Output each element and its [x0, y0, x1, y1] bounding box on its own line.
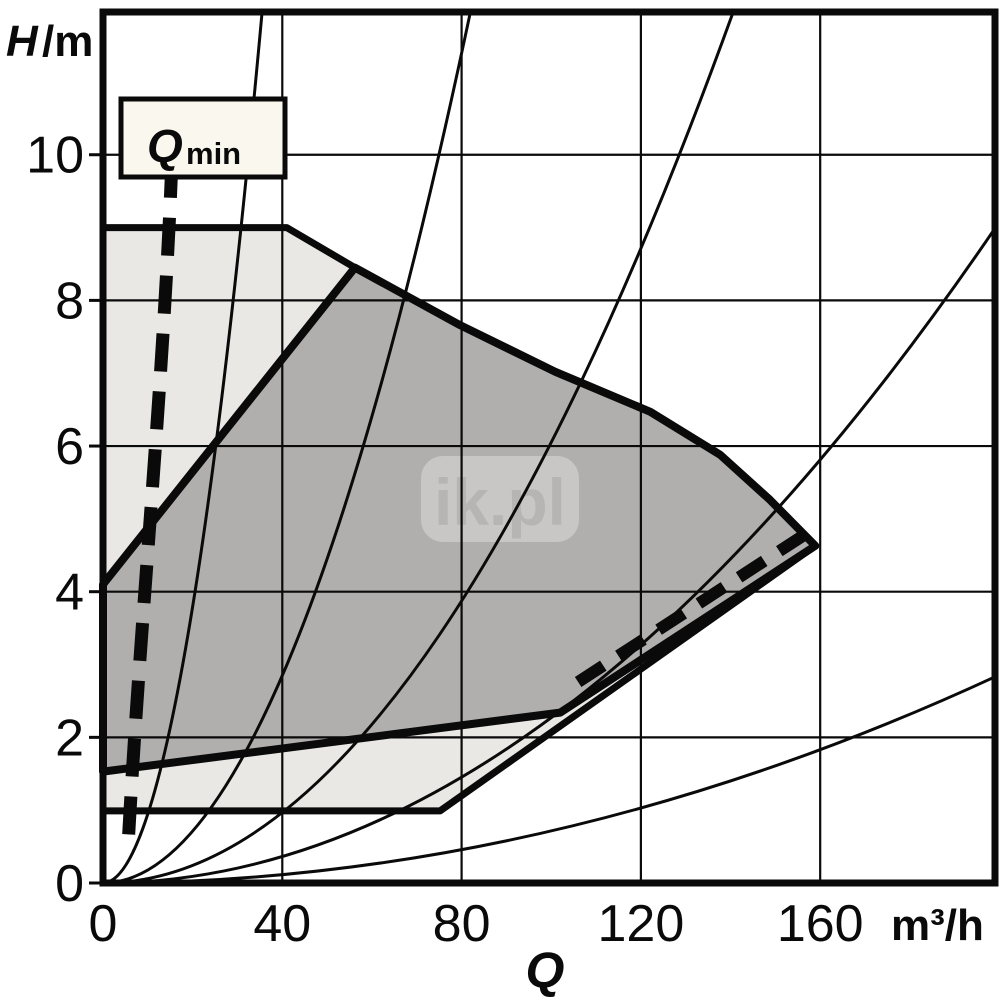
system-curve — [102, 11, 472, 885]
qmin-label-box — [118, 96, 288, 180]
x-tick-labels: 0 40 80 120 160 — [89, 895, 864, 953]
y-tick-label: 2 — [55, 709, 84, 767]
region-outlines — [99, 224, 820, 815]
system-curve — [102, 11, 735, 885]
y-tick-label: 0 — [55, 855, 84, 913]
x-axis-unit-label: m³/h — [891, 901, 984, 950]
y-tick-labels: 0 2 4 6 8 10 — [26, 127, 84, 913]
system-curves — [102, 11, 997, 885]
system-curve — [102, 11, 264, 885]
x-tick-label: 120 — [598, 895, 685, 953]
system-curve — [102, 675, 996, 885]
y-tick-label: 4 — [55, 564, 84, 622]
qmin-callout: Q min — [118, 96, 288, 180]
x-tick-label: 0 — [89, 895, 118, 953]
x-tick-label: 160 — [777, 895, 864, 953]
y-axis-label-unit: /m — [42, 17, 93, 66]
qmin-dashed-line — [121, 159, 179, 846]
y-tick-label: 8 — [55, 272, 84, 330]
watermark-text: ik.pl — [434, 465, 566, 539]
x-axis-label: Q — [526, 942, 565, 998]
y-tick-label: 6 — [55, 418, 84, 476]
main-operating-field-outline — [99, 263, 820, 776]
watermark: ik.pl — [421, 456, 579, 542]
dashed-lines — [121, 159, 816, 846]
y-tick-label: 10 — [26, 127, 84, 185]
x-tick-label: 40 — [253, 895, 311, 953]
system-curve — [102, 227, 997, 885]
plot-frame-and-ticks — [89, 8, 999, 887]
x-tick-label: 80 — [433, 895, 491, 953]
qmin-label-symbol: Q — [147, 120, 183, 172]
qmin-label-subscript: min — [186, 136, 241, 171]
y-axis-label-symbol: H — [6, 17, 39, 66]
